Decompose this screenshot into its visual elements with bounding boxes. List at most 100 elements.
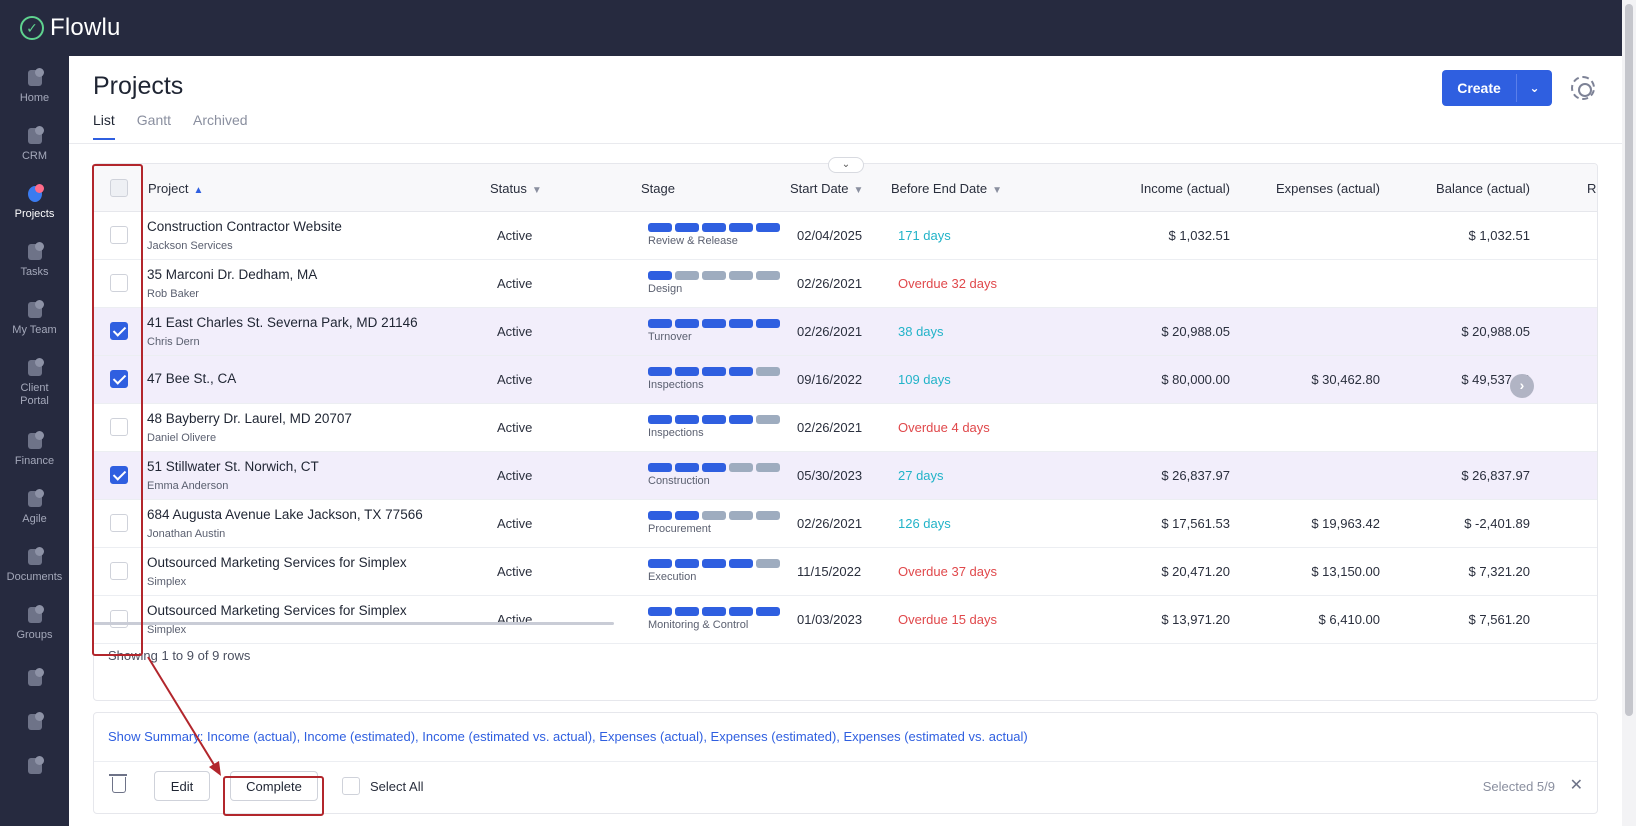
project-name[interactable]: 48 Bayberry Dr. Laurel, MD 20707	[147, 411, 352, 426]
table-row[interactable]: 51 Stillwater St. Norwich, CT Emma Anders…	[94, 452, 1597, 500]
project-name[interactable]: 51 Stillwater St. Norwich, CT	[147, 459, 319, 474]
sidebar-item-knowledge[interactable]	[0, 668, 69, 692]
sidebar-item-chat[interactable]	[0, 756, 69, 780]
flowlu-logo-icon[interactable]: ✓	[20, 16, 44, 40]
row-checkbox[interactable]	[110, 610, 128, 628]
stage-progress-bar	[648, 511, 780, 520]
sidebar-item-tasks[interactable]: Tasks	[0, 242, 69, 279]
scrollbar-thumb[interactable]	[1625, 4, 1633, 716]
table-row[interactable]: 41 East Charles St. Severna Park, MD 211…	[94, 308, 1597, 356]
project-client[interactable]: Jackson Services	[147, 240, 233, 252]
sidebar-item-home[interactable]: Home	[0, 68, 69, 105]
select-all-rows-checkbox[interactable]	[110, 179, 128, 197]
balance-actual: $ 26,837.97	[1461, 468, 1530, 483]
column-header-status[interactable]: Status ▼	[490, 181, 542, 196]
tab-list[interactable]: List	[93, 112, 115, 140]
project-name[interactable]: Outsourced Marketing Services for Simple…	[147, 555, 407, 570]
project-name[interactable]: 41 East Charles St. Severna Park, MD 211…	[147, 315, 418, 330]
table-row[interactable]: 48 Bayberry Dr. Laurel, MD 20707 Daniel O…	[94, 404, 1597, 452]
sidebar-item-finance[interactable]: Finance	[0, 431, 69, 468]
close-icon[interactable]: ✕	[1569, 777, 1583, 794]
table-row[interactable]: Construction Contractor Website Jackson S…	[94, 212, 1597, 260]
select-all-checkbox[interactable]	[342, 777, 360, 795]
sidebar-item-agile[interactable]: Agile	[0, 489, 69, 526]
column-header-balance[interactable]: Balance (actual)	[1436, 181, 1530, 196]
column-header-income[interactable]: Income (actual)	[1140, 181, 1230, 196]
project-name[interactable]: Outsourced Marketing Services for Simple…	[147, 603, 407, 618]
show-summary-link[interactable]: Show Summary: Income (actual), Income (e…	[108, 729, 1028, 744]
before-end-date: 27 days	[898, 468, 944, 483]
table-row[interactable]: Outsourced Marketing Services for Simple…	[94, 548, 1597, 596]
project-client[interactable]: Simplex	[147, 624, 187, 636]
project-client[interactable]: Daniel Olivere	[147, 432, 217, 444]
chevron-down-icon[interactable]: ▼	[992, 185, 1003, 196]
horizontal-scrollbar[interactable]	[94, 622, 614, 625]
edit-button[interactable]: Edit	[154, 771, 210, 801]
chevron-right-icon[interactable]: ›	[1510, 374, 1534, 398]
project-client[interactable]: Emma Anderson	[147, 480, 229, 492]
column-header-truncated[interactable]: Re	[1587, 181, 1597, 196]
row-checkbox[interactable]	[110, 514, 128, 532]
start-date: 05/30/2023	[797, 468, 863, 483]
sidebar-item-my-team[interactable]: My Team	[0, 300, 69, 337]
chevron-down-icon[interactable]: ▼	[853, 185, 864, 196]
income-actual: $ 26,837.97	[1161, 468, 1230, 483]
chevron-down-icon[interactable]: ▼	[531, 185, 542, 196]
pagination-info: Showing 1 to 9 of 9 rows	[108, 648, 251, 663]
select-all-label[interactable]: Select All	[370, 779, 424, 794]
row-checkbox[interactable]	[110, 370, 128, 388]
gear-icon[interactable]	[1571, 76, 1595, 100]
table-row[interactable]: Outsourced Marketing Services for Simple…	[94, 596, 1597, 644]
project-client[interactable]: Simplex	[147, 576, 187, 588]
stage-progress-bar	[648, 223, 780, 232]
chevron-down-icon[interactable]: ⌄	[1529, 81, 1540, 95]
table-row[interactable]: 684 Augusta Avenue Lake Jackson, TX 7756…	[94, 500, 1597, 548]
create-button-label[interactable]: Create	[1457, 80, 1501, 96]
page-scrollbar[interactable]	[1622, 0, 1636, 826]
table-row[interactable]: 35 Marconi Dr. Dedham, MA Rob Baker Active…	[94, 260, 1597, 308]
project-name[interactable]: 684 Augusta Avenue Lake Jackson, TX 7756…	[147, 507, 423, 522]
column-header-project[interactable]: Project ▲	[148, 181, 203, 196]
column-header-expenses[interactable]: Expenses (actual)	[1276, 181, 1380, 196]
stage-progress-segment	[675, 511, 699, 520]
income-actual: $ 20,471.20	[1161, 564, 1230, 579]
table-row[interactable]: 47 Bee St., CA Active Inspections 09/16/202…	[94, 356, 1597, 404]
project-name[interactable]: 47 Bee St., CA	[147, 371, 237, 386]
row-checkbox[interactable]	[110, 466, 128, 484]
knowledge-base-icon	[24, 668, 46, 688]
stage-progress-segment	[729, 559, 753, 568]
column-label: Expenses (actual)	[1275, 181, 1380, 196]
trash-icon[interactable]	[109, 774, 127, 793]
project-name[interactable]: Construction Contractor Website	[147, 219, 342, 234]
row-checkbox[interactable]	[110, 322, 128, 340]
tab-gantt[interactable]: Gantt	[136, 112, 172, 128]
sidebar-item-crm[interactable]: CRM	[0, 126, 69, 163]
stage-progress-bar	[648, 415, 780, 424]
complete-button[interactable]: Complete	[230, 771, 318, 801]
row-checkbox[interactable]	[110, 226, 128, 244]
project-client[interactable]: Jonathan Austin	[147, 528, 226, 540]
column-header-stage[interactable]: Stage	[641, 181, 675, 196]
stage-progress-segment	[675, 607, 699, 616]
team-icon	[24, 300, 46, 320]
sort-ascending-icon[interactable]: ▲	[193, 185, 204, 196]
app-name[interactable]: Flowlu	[50, 14, 121, 41]
create-button[interactable]: Create ⌄	[1442, 70, 1552, 106]
project-client[interactable]: Chris Dern	[147, 336, 200, 348]
before-end-date: Overdue 15 days	[898, 612, 998, 627]
tab-archived[interactable]: Archived	[193, 112, 248, 128]
sidebar-item-settings[interactable]	[0, 712, 69, 736]
project-client[interactable]: Rob Baker	[147, 288, 199, 300]
sidebar-item-projects[interactable]: Projects	[0, 184, 69, 221]
stage-progress-segment	[702, 559, 726, 568]
row-checkbox[interactable]	[110, 562, 128, 580]
chevron-down-icon[interactable]: ⌄	[828, 157, 864, 173]
column-header-before-end-date[interactable]: Before End Date ▼	[891, 181, 1002, 196]
project-name[interactable]: 35 Marconi Dr. Dedham, MA	[147, 267, 318, 282]
column-header-start-date[interactable]: Start Date ▼	[790, 181, 863, 196]
sidebar-item-groups[interactable]: Groups	[0, 605, 69, 642]
sidebar-item-documents[interactable]: Documents	[0, 547, 69, 584]
row-checkbox[interactable]	[110, 274, 128, 292]
sidebar-item-client-portal[interactable]: Client Portal	[0, 358, 69, 408]
row-checkbox[interactable]	[110, 418, 128, 436]
